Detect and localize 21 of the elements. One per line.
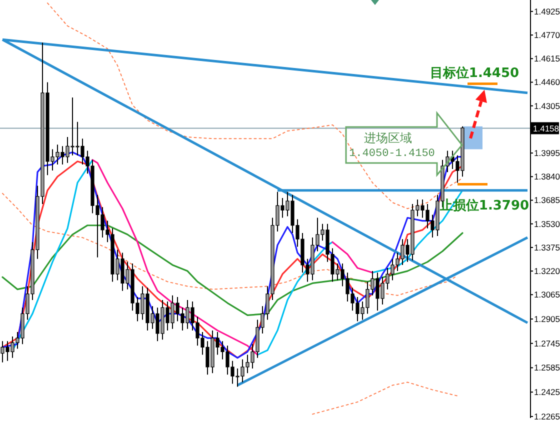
y-tick-label: 1.3220	[534, 266, 560, 276]
y-tick-label: 1.2905	[534, 314, 560, 324]
y-tick-label: 1.4770	[534, 30, 560, 40]
y-tick-label: 1.2425	[534, 387, 560, 398]
y-tick-label: 1.4925	[534, 6, 560, 16]
y-tick-label: 1.3375	[534, 242, 560, 252]
y-tick-label: 1.4615	[534, 54, 560, 64]
y-tick-label: 1.2585	[534, 362, 560, 373]
ref-line-label: 1.4158	[533, 124, 560, 134]
annotation: 目标位1.4450	[430, 66, 520, 81]
annotation: 进场区域	[364, 131, 412, 145]
y-tick-label: 1.3065	[534, 290, 560, 300]
y-tick-label: 1.4460	[534, 77, 560, 88]
y-tick-label: 1.2745	[534, 338, 560, 348]
y-tick-label: 1.3995	[534, 148, 560, 158]
y-tick-label: 1.3530	[534, 218, 560, 229]
y-tick-label: 1.2265	[534, 411, 560, 422]
y-tick-label: 1.3840	[534, 172, 560, 182]
y-tick-label: 1.4305	[534, 100, 560, 111]
y-tick-label: 1.3685	[534, 195, 560, 206]
annotation: 1.4050-1.4150	[349, 148, 435, 160]
